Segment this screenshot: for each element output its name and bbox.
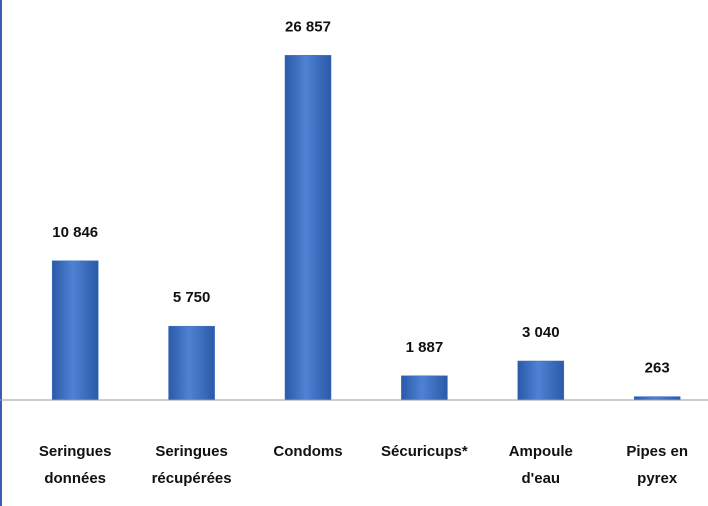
x-tick-label: Ampoule d'eau [509, 443, 573, 487]
left-border [0, 0, 2, 506]
bar [517, 360, 565, 401]
data-label: 263 [645, 360, 670, 377]
data-label: 5 750 [173, 289, 211, 306]
x-tick-label: Condoms [273, 443, 342, 460]
bar [284, 55, 332, 401]
data-label: 3 040 [522, 324, 560, 341]
data-label: 26 857 [285, 18, 331, 35]
x-tick-label: Seringues récupérées [152, 443, 232, 487]
x-tick-label: Pipes en pyrex [626, 443, 688, 487]
bar [401, 375, 448, 401]
data-label: 1 887 [406, 339, 444, 356]
x-tick-label: Seringues données [39, 443, 112, 487]
bar [633, 396, 681, 401]
bar [51, 260, 99, 401]
data-label: 10 846 [52, 224, 98, 241]
bar [168, 325, 215, 401]
x-tick-label: Sécuricups* [381, 443, 468, 460]
